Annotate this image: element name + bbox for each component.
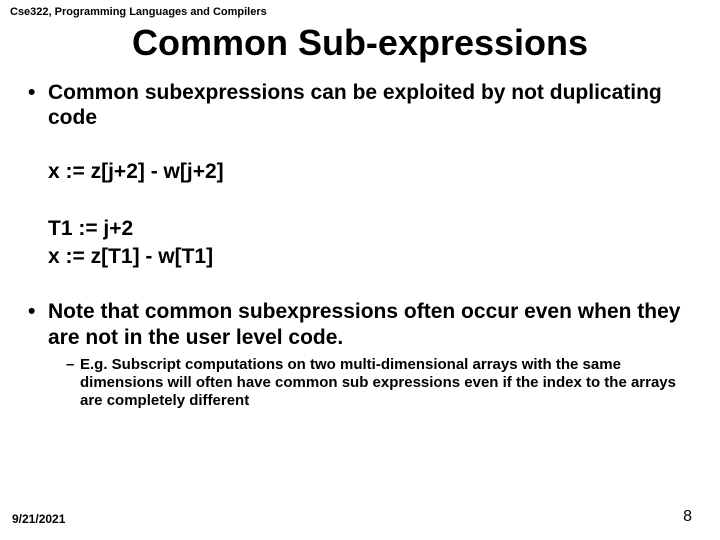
code-line: T1 := j+2	[48, 215, 700, 243]
code-line: x := z[j+2] - w[j+2]	[48, 158, 700, 186]
bullet-main-2: Note that common subexpressions often oc…	[20, 299, 700, 349]
code-block-2: T1 := j+2 x := z[T1] - w[T1]	[20, 215, 700, 272]
course-header: Cse322, Programming Languages and Compil…	[10, 6, 267, 18]
bullet-main-1: Common subexpressions can be exploited b…	[20, 80, 700, 130]
slide-title: Common Sub-expressions	[0, 22, 720, 64]
sub-bullet-1: E.g. Subscript computations on two multi…	[20, 356, 700, 410]
footer-date: 9/21/2021	[12, 512, 65, 526]
code-block-1: x := z[j+2] - w[j+2]	[20, 158, 700, 186]
code-line: x := z[T1] - w[T1]	[48, 243, 700, 271]
slide-content: Common subexpressions can be exploited b…	[20, 80, 700, 410]
footer-page-number: 8	[683, 508, 692, 526]
